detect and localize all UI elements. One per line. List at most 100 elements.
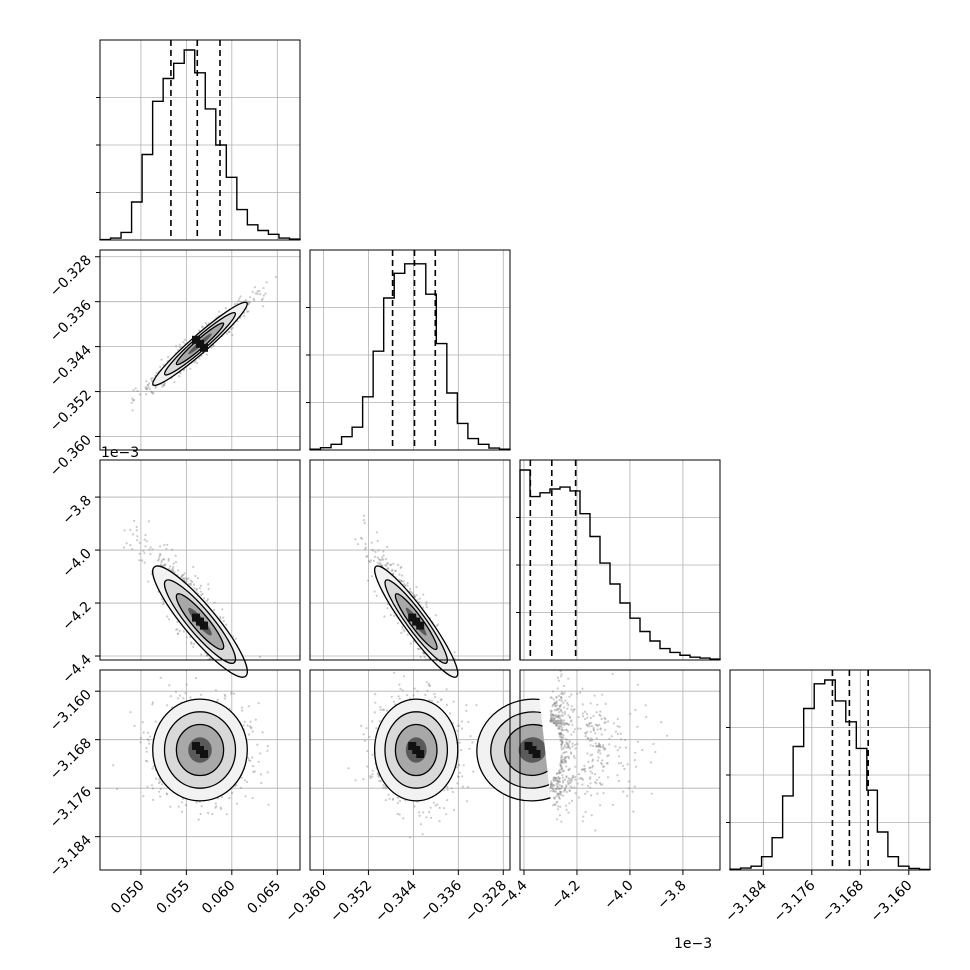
- sample-point: [419, 823, 423, 826]
- sample-point: [591, 738, 594, 741]
- sample-point: [566, 722, 569, 725]
- sample-point: [256, 290, 259, 293]
- sample-point: [428, 811, 431, 814]
- sample-point: [143, 561, 146, 564]
- sample-point: [557, 719, 560, 723]
- sample-point: [563, 744, 567, 747]
- sample-point: [408, 836, 411, 839]
- sample-point: [560, 760, 563, 764]
- sample-point: [133, 724, 136, 728]
- sample-point: [430, 816, 433, 820]
- sample-point: [157, 558, 160, 561]
- sample-point: [563, 789, 567, 792]
- sample-point: [553, 722, 556, 725]
- sample-point: [610, 735, 613, 738]
- sample-point: [381, 708, 384, 711]
- sample-point: [384, 563, 387, 567]
- sample-point: [402, 628, 405, 631]
- sample-point: [391, 568, 394, 571]
- sample-point: [199, 590, 202, 593]
- sample-point: [560, 736, 563, 739]
- sample-point: [558, 704, 562, 708]
- sample-point: [458, 771, 461, 774]
- sample-point: [165, 793, 168, 796]
- histogram-3: [729, 679, 931, 871]
- sample-point: [589, 744, 592, 747]
- sample-point: [554, 796, 557, 799]
- sample-point: [554, 787, 558, 791]
- sample-point: [549, 719, 552, 723]
- sample-point: [146, 785, 149, 788]
- sample-point: [161, 385, 164, 388]
- sample-point: [550, 720, 553, 724]
- sample-point: [569, 785, 572, 788]
- sample-point: [196, 576, 199, 580]
- density-core: [196, 617, 204, 626]
- sample-point: [388, 797, 391, 800]
- sample-point: [584, 770, 587, 773]
- sample-point: [173, 381, 176, 384]
- panel-frame-2-0: [99, 459, 301, 661]
- y-tick-label: −0.328: [47, 252, 95, 300]
- sample-point: [176, 628, 179, 631]
- sample-point: [132, 388, 135, 392]
- sample-point: [159, 563, 162, 566]
- sample-point: [399, 579, 402, 582]
- sample-point: [598, 745, 601, 749]
- sample-point: [608, 737, 611, 740]
- sample-point: [392, 700, 395, 704]
- sample-point: [247, 705, 250, 708]
- sample-point: [550, 784, 553, 788]
- sample-point: [600, 717, 603, 721]
- sample-point: [560, 759, 563, 763]
- sample-point: [149, 735, 152, 738]
- sample-point: [603, 721, 606, 725]
- sample-point: [627, 787, 631, 790]
- sample-point: [396, 801, 399, 805]
- sample-point: [617, 779, 620, 783]
- sample-point: [185, 577, 188, 581]
- sample-point: [182, 697, 185, 700]
- sample-point: [598, 781, 602, 785]
- sample-point: [443, 789, 446, 792]
- sample-point: [555, 801, 558, 804]
- sample-point: [200, 653, 203, 656]
- sample-point: [598, 713, 601, 717]
- sample-point: [560, 793, 563, 796]
- sample-point: [190, 641, 193, 644]
- sample-point: [616, 774, 619, 777]
- sample-point: [419, 656, 422, 659]
- sample-point: [551, 719, 555, 722]
- sample-point: [180, 810, 184, 813]
- sample-point: [565, 784, 568, 787]
- sample-point: [141, 721, 144, 724]
- sample-point: [563, 778, 567, 781]
- sample-point: [598, 745, 601, 748]
- sample-point: [636, 725, 639, 728]
- sample-point: [559, 721, 562, 724]
- sample-point: [552, 804, 555, 807]
- sample-point: [557, 805, 560, 808]
- sample-point: [565, 738, 569, 741]
- sample-point: [549, 717, 553, 720]
- sample-point: [168, 684, 171, 687]
- sample-point: [169, 565, 172, 568]
- sample-point: [193, 587, 196, 590]
- sample-point: [558, 780, 561, 783]
- sample-point: [429, 806, 432, 809]
- sample-point: [554, 779, 558, 782]
- sample-point: [565, 728, 568, 732]
- sample-point: [183, 572, 186, 575]
- sample-point: [556, 793, 560, 796]
- sample-point: [604, 728, 607, 732]
- sample-point: [584, 792, 587, 796]
- sample-point: [162, 384, 165, 387]
- sample-point: [166, 543, 169, 546]
- sample-point: [169, 695, 172, 698]
- sample-point: [559, 739, 562, 742]
- sample-point: [366, 750, 369, 753]
- sample-point: [142, 549, 145, 552]
- sample-point: [195, 362, 198, 365]
- sample-point: [367, 579, 370, 582]
- sample-point: [565, 776, 568, 779]
